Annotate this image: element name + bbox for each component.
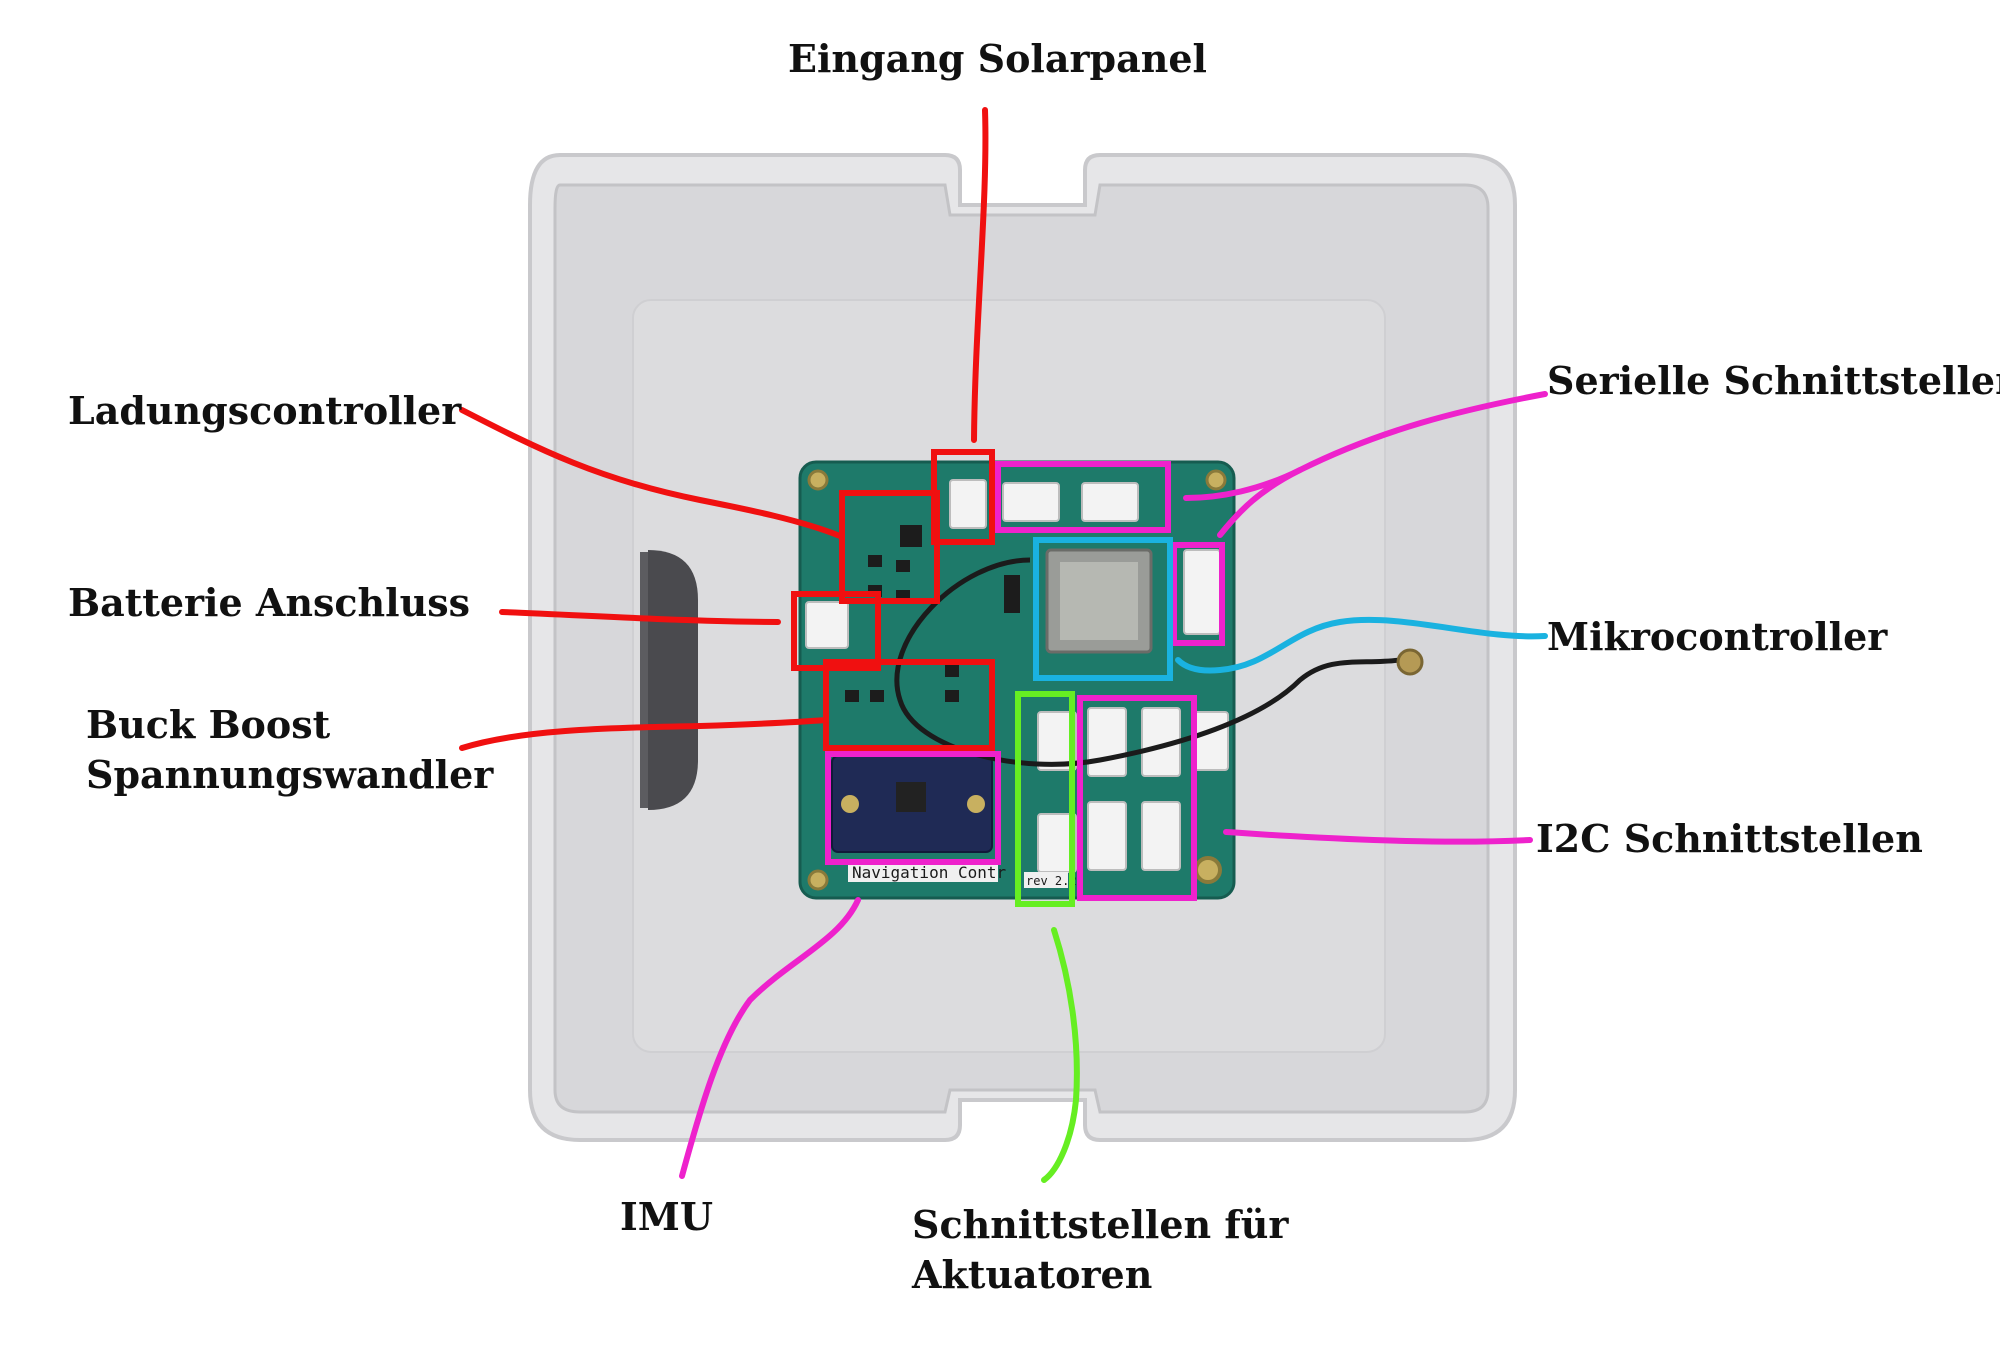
box-imu — [825, 751, 1001, 865]
label-imu: IMU — [620, 1194, 713, 1239]
box-i2c — [1077, 695, 1197, 901]
mount-hole — [807, 869, 829, 891]
mount-hole — [1205, 469, 1227, 491]
leader-buck — [459, 717, 829, 751]
mount-hole — [1194, 856, 1222, 884]
leader-seriell — [1183, 391, 1548, 501]
label-actuator-interfaces: Schnittstellen für Aktuatoren — [912, 1200, 1288, 1300]
leader-solar — [971, 107, 989, 443]
label-buck-boost: Buck Boost Spannungswandler — [86, 700, 493, 800]
leader-seriell-branch — [1217, 467, 1303, 538]
leader-ladung — [459, 407, 843, 539]
box-handle-slot — [648, 550, 698, 810]
jst-connectors — [805, 479, 1229, 873]
label-charge-controller: Ladungscontroller — [68, 388, 462, 433]
pcb-label-plate — [848, 862, 998, 882]
label-serial-interfaces: Serielle Schnittstellen — [1547, 358, 2000, 403]
mount-hole — [807, 469, 829, 491]
box-serial-side — [1171, 542, 1225, 646]
label-buck-boost-line2: Spannungswandler — [86, 752, 494, 797]
box-mcu — [1033, 537, 1173, 681]
leader-imu — [679, 897, 861, 1179]
box-buck-boost — [823, 659, 995, 751]
box-battery — [791, 591, 881, 671]
label-buck-boost-line1: Buck Boost — [86, 702, 331, 747]
box-serial — [995, 461, 1171, 533]
leader-aktuator — [1041, 927, 1080, 1183]
pcb-silkscreen-text: Navigation Contr — [852, 863, 1006, 882]
label-i2c-interfaces: I2C Schnittstellen — [1536, 816, 1923, 861]
label-microcontroller: Mikrocontroller — [1547, 614, 1888, 659]
leader-mikro — [1175, 616, 1548, 674]
label-actuator-line2: Aktuatoren — [912, 1252, 1153, 1297]
label-battery-connector: Batterie Anschluss — [68, 580, 471, 625]
leader-i2c — [1223, 829, 1533, 845]
pcb-revision-text: rev 2.2 — [1026, 874, 1077, 888]
label-solar-input: Eingang Solarpanel — [788, 36, 1207, 81]
antenna-connector — [1396, 648, 1424, 676]
box-actuator — [1015, 691, 1075, 907]
label-actuator-line1: Schnittstellen für — [912, 1202, 1289, 1247]
leader-batterie — [499, 609, 781, 625]
box-charge-controller — [839, 490, 940, 604]
